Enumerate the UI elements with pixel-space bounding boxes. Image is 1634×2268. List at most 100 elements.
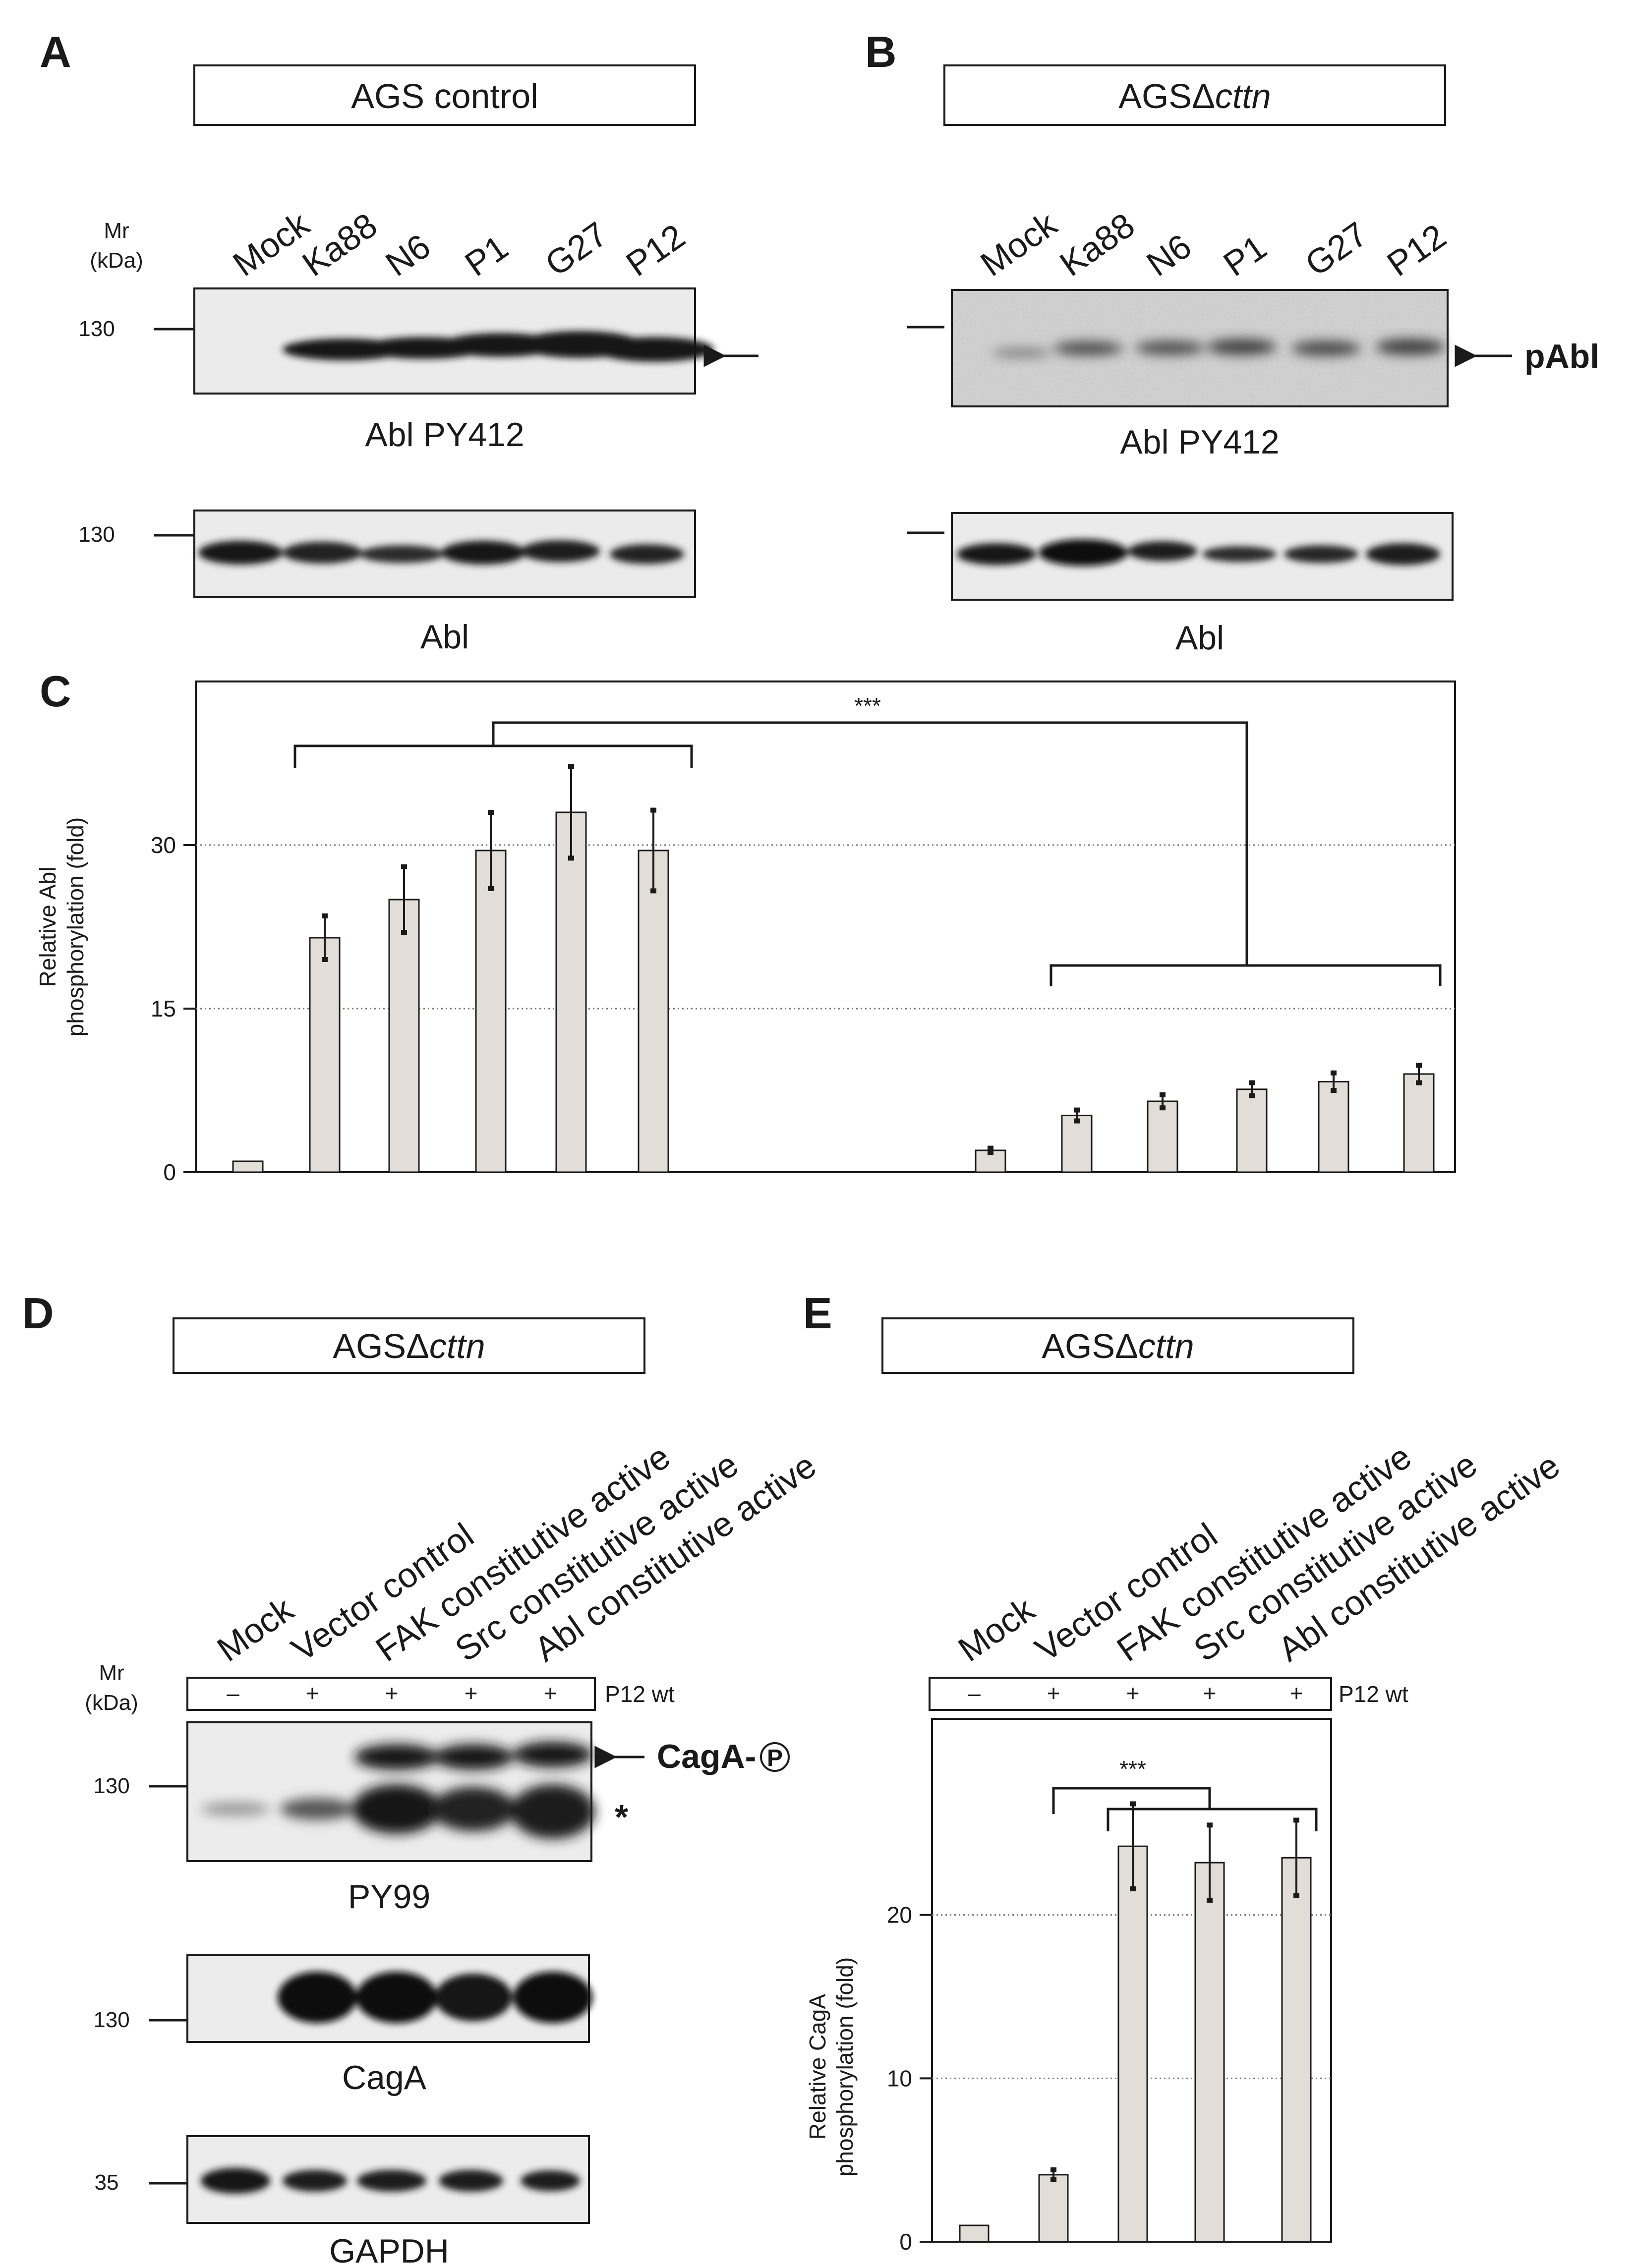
bar	[1061, 1115, 1093, 1173]
error-cap	[401, 864, 407, 869]
error-cap	[1207, 1822, 1213, 1828]
error-cap	[1331, 1070, 1337, 1076]
lane-label: G27	[1298, 215, 1374, 284]
error-cap	[1160, 1092, 1166, 1097]
error-cap	[322, 913, 328, 918]
error-cap	[568, 855, 574, 861]
error-cap	[650, 888, 656, 894]
treatment-row-d	[186, 1677, 596, 1711]
lane-label: Ka88	[1053, 206, 1142, 284]
band-label-caga: CagA-	[657, 1738, 756, 1775]
blot-abl-py412-b	[951, 289, 1449, 407]
bar	[232, 1160, 264, 1173]
panel-letter-d: D	[22, 1289, 54, 1338]
treatment-sign: +	[1126, 1680, 1140, 1706]
lane-labels-b: Mock Ka88 N6 P1 G27 P12	[974, 204, 1453, 284]
error-cap	[1249, 1080, 1255, 1085]
panel-e: E AGSΔcttn Mock Vector control FAK const…	[803, 1289, 1567, 2255]
error-cap	[650, 807, 656, 813]
treatment-sign: +	[1203, 1680, 1217, 1706]
cell-line-box-b	[943, 64, 1446, 126]
bar	[475, 850, 507, 1173]
blot-label: Abl	[1175, 619, 1224, 657]
marker-130: 130	[93, 2008, 129, 2032]
marker-130: 130	[78, 522, 115, 547]
cell-line-label-d: AGSΔcttn	[333, 1327, 485, 1365]
treatment-signs-d: – + + + +	[227, 1680, 557, 1706]
error-cap	[1130, 1886, 1136, 1891]
error-cap	[1050, 2177, 1056, 2182]
treatment-row-e	[929, 1677, 1332, 1711]
ylabel-e-line1: Relative CagA	[805, 1994, 830, 2140]
treatment-sign: +	[1047, 1680, 1060, 1706]
panel-a: A AGS control Mr (kDa) Mock Ka88 N6 P1 G…	[40, 27, 759, 656]
treatment-sign: +	[1290, 1680, 1303, 1706]
treatment-sign: +	[544, 1680, 557, 1706]
error-cap	[1416, 1080, 1422, 1085]
treatment-sign: +	[385, 1680, 399, 1706]
panel-b: B AGSΔcttn Mock Ka88 N6 P1 G27 P12 pA	[865, 27, 1599, 657]
treatment-signs-e: – + + + +	[968, 1680, 1303, 1706]
ylabel-c-line1: Relative Abl	[35, 867, 60, 987]
y-tick-label: 20	[887, 1902, 912, 1928]
bar	[309, 937, 341, 1173]
blot-caga-d	[186, 1954, 592, 2043]
chart-c-frame	[195, 680, 1456, 1173]
bar	[638, 850, 669, 1173]
blot-label: Abl	[420, 618, 469, 656]
lane-label: P1	[1217, 227, 1274, 284]
marker-35: 35	[95, 2170, 119, 2195]
bar	[1147, 1100, 1178, 1173]
significance-bracket-e	[1052, 1787, 1318, 1831]
marker-130: 130	[93, 1774, 129, 1798]
ylabel-e-line2: phosphorylation (fold)	[832, 1957, 858, 2176]
error-cap	[1293, 1817, 1299, 1823]
error-cap	[1249, 1093, 1255, 1098]
treatment-sign: +	[465, 1680, 478, 1706]
panel-letter-b: B	[865, 27, 897, 76]
lane-label: Mock	[226, 204, 317, 284]
lane-label: Mock	[974, 204, 1064, 284]
bar	[1038, 2174, 1069, 2243]
treatment-sign: –	[227, 1680, 239, 1706]
phospho-circle-icon	[760, 1742, 790, 1772]
cell-line-label-a: AGS control	[351, 77, 538, 115]
lane-label: P1	[458, 227, 515, 284]
cell-line-label-b: AGSΔcttn	[1118, 77, 1271, 115]
blot-label: Abl PY412	[365, 416, 524, 454]
blot-abl-a	[193, 510, 696, 598]
bar	[1318, 1080, 1349, 1173]
treatment-sign: –	[968, 1680, 981, 1706]
marker-130: 130	[78, 317, 115, 341]
blot-gapdh-d	[186, 2135, 590, 2224]
lane-label: P12	[1380, 217, 1453, 284]
significance-label-e: ***	[1119, 1756, 1146, 1782]
cell-line-label-e: AGSΔcttn	[1042, 1327, 1194, 1365]
error-cap	[988, 1145, 993, 1151]
error-cap	[1074, 1118, 1080, 1124]
error-cap	[401, 930, 407, 935]
error-cap	[488, 810, 494, 815]
panel-c: C 0 15 30 Relative Abl phosphorylation (fo…	[35, 667, 1456, 1185]
error-cap	[568, 764, 574, 769]
y-tick-label: 0	[163, 1159, 176, 1185]
lane-labels-d: Mock Vector control FAK constitutive act…	[210, 1437, 823, 1669]
lane-label: N6	[379, 227, 437, 284]
blot-label: Abl PY412	[1120, 423, 1279, 461]
blot-abl-b	[951, 512, 1454, 601]
error-cap	[1074, 1107, 1080, 1113]
lane-label: N6	[1140, 227, 1198, 284]
mr-label-a: Mr	[104, 219, 129, 243]
error-cap	[1331, 1088, 1337, 1093]
bar	[959, 2224, 990, 2243]
lane-label: G27	[538, 215, 614, 284]
band-label-pabl: pAbl	[1524, 338, 1599, 375]
lane-labels-e: Mock Vector control FAK constitutive act…	[951, 1437, 1567, 1669]
y-tick-label: 10	[887, 2065, 912, 2091]
significance-bracket-c	[293, 721, 1442, 986]
error-cap	[1416, 1063, 1422, 1068]
lane-label: Mock	[951, 1589, 1042, 1669]
treatment-label-e: P12 wt	[1339, 1681, 1408, 1707]
blot-py99-d	[186, 1721, 595, 1862]
lane-label: Mock	[210, 1589, 301, 1669]
